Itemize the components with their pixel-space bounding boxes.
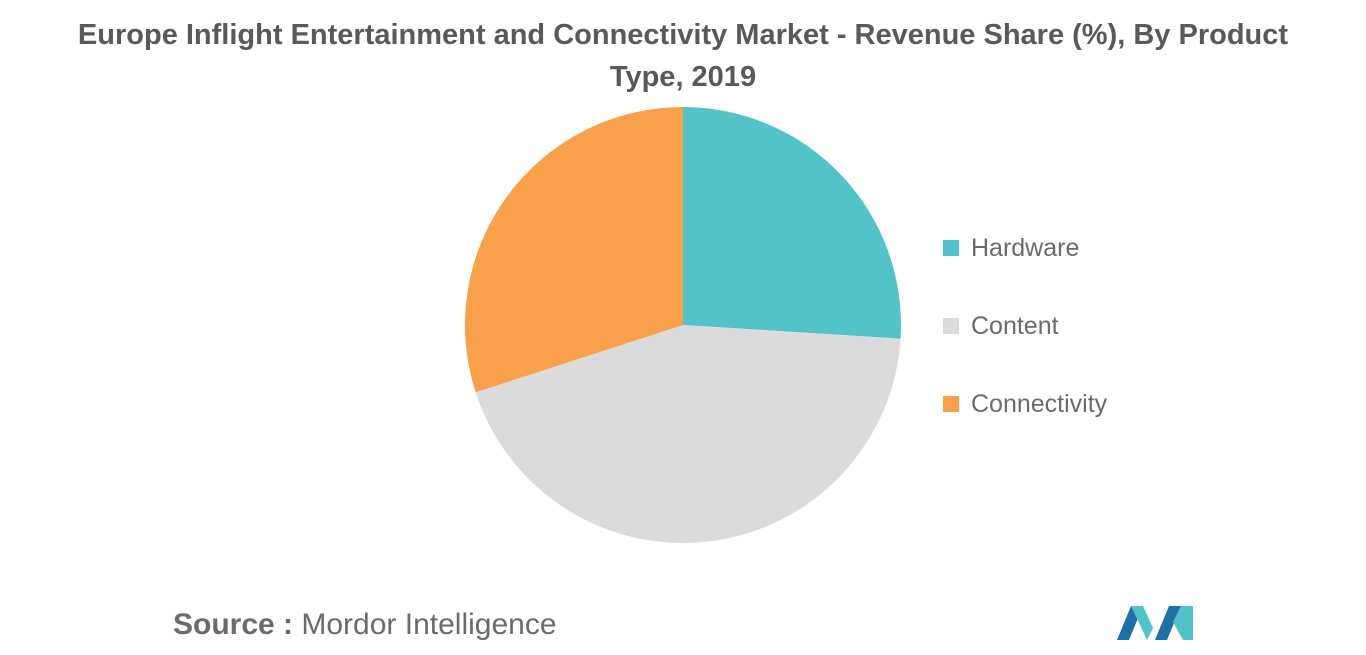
pie-slice-content [475, 325, 901, 543]
source-name: Mordor Intelligence [301, 608, 557, 641]
legend-item-connectivity: Connectivity [943, 386, 1107, 422]
source-label: Source : [173, 608, 294, 641]
legend-swatch-connectivity [943, 396, 959, 412]
chart-title: Europe Inflight Entertainment and Connec… [0, 14, 1366, 98]
mordor-intelligence-logo-icon [1117, 606, 1193, 640]
legend-label-content: Content [971, 311, 1059, 340]
chart-title-line-2: Type, 2019 [609, 61, 757, 93]
chart-legend: Hardware Content Connectivity [943, 230, 1107, 464]
logo-shape-right [1155, 606, 1181, 640]
legend-label-hardware: Hardware [971, 233, 1080, 262]
legend-swatch-content [943, 318, 959, 334]
logo-shape-left-accent [1131, 606, 1153, 640]
chart-title-line-1: Europe Inflight Entertainment and Connec… [77, 19, 1289, 51]
legend-label-connectivity: Connectivity [971, 389, 1108, 418]
logo-shape-right-accent [1173, 606, 1193, 640]
legend-item-hardware: Hardware [943, 230, 1107, 266]
legend-item-content: Content [943, 308, 1107, 344]
pie-slice-connectivity [464, 107, 683, 393]
source-note: Source : Mordor Intelligence [173, 608, 557, 642]
legend-swatch-hardware [943, 240, 959, 256]
pie-slice-hardware [683, 107, 901, 339]
